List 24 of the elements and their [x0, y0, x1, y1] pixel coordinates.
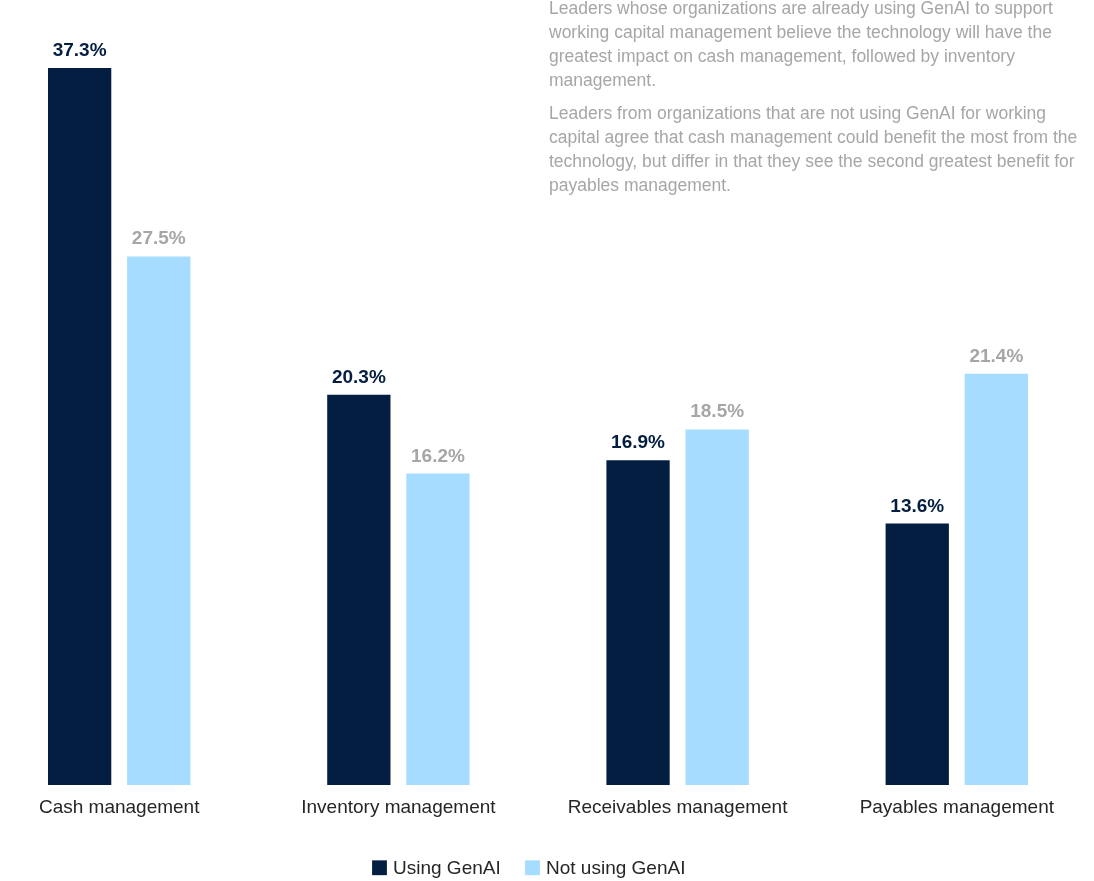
x-tick-label: Cash management: [38, 795, 201, 817]
bar: [685, 429, 749, 785]
bar: [127, 256, 191, 785]
bar: [885, 523, 949, 785]
x-tick-label: Payables management: [859, 795, 1055, 817]
bar: [48, 68, 112, 785]
legend-label: Not using GenAI: [546, 856, 686, 878]
bar: [606, 460, 670, 785]
data-label: 16.2%: [411, 444, 465, 466]
annotation: Leaders from organizations that are not using GenAI for working capital agree that cash management could benefit the most from the technology, but differ in that they see the second greatest benefit for payables management.: [549, 102, 1079, 197]
data-label: 13.6%: [890, 494, 945, 516]
data-label: 16.9%: [611, 431, 666, 453]
data-label: 18.5%: [690, 400, 745, 422]
bar: [964, 373, 1028, 785]
legend-label: Using GenAI: [393, 856, 501, 878]
data-label: 37.3%: [52, 39, 107, 60]
bar: [406, 473, 470, 785]
data-label: 27.5%: [131, 227, 186, 249]
annotation: Leaders whose organizations are already using GenAI to support working capital management believe the technology will have the greatest impact on cash management, followed by inventory management.: [549, 0, 1054, 92]
bar: [327, 394, 391, 785]
x-tick-label: Inventory management: [301, 795, 497, 817]
x-tick-label: Receivables management: [567, 795, 789, 817]
data-label: 20.3%: [331, 365, 386, 387]
data-label: 21.4%: [969, 344, 1024, 366]
